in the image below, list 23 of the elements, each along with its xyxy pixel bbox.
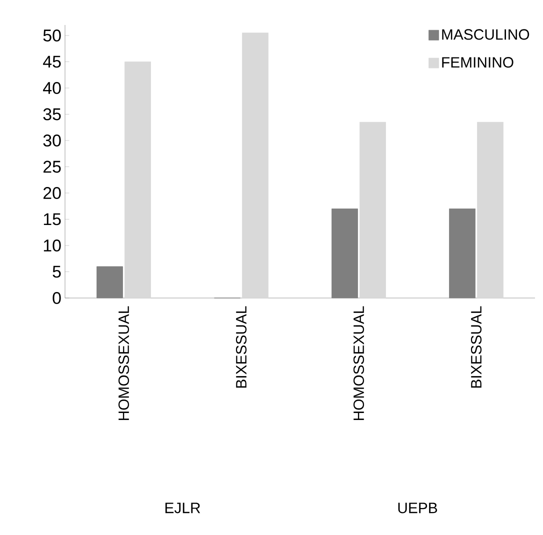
bar bbox=[477, 122, 504, 298]
y-tick-label: 25 bbox=[44, 160, 61, 173]
y-tick-label: 40 bbox=[43, 82, 61, 94]
y-tick-label: 30 bbox=[43, 134, 61, 146]
text: UEPB bbox=[398, 502, 438, 514]
y-tick-label: 35 bbox=[43, 108, 61, 120]
y-tick-label: 50 bbox=[43, 30, 61, 42]
x-tick-label: HOMOSSEXUAL bbox=[118, 306, 130, 420]
legend-label: FEMININO bbox=[442, 57, 514, 68]
bar bbox=[242, 32, 268, 298]
y-tick-label: 5 bbox=[52, 266, 61, 278]
y-tick-label: 0 bbox=[52, 292, 61, 304]
x-tick-label: BIXESSUAL bbox=[470, 306, 482, 388]
x-tick-label: HOMOSSEXUAL bbox=[353, 306, 364, 420]
bar bbox=[360, 122, 386, 298]
bar bbox=[124, 62, 151, 298]
y-tick-label: 20 bbox=[44, 187, 61, 199]
y-tick-label: 15 bbox=[44, 213, 61, 226]
y-tick-label: 45 bbox=[43, 56, 61, 68]
legend-label: MASCULINO bbox=[442, 29, 530, 40]
text: EJLR bbox=[165, 502, 200, 514]
y-tick-label: 10 bbox=[44, 240, 61, 252]
x-tick-label: BIXESSUAL bbox=[236, 306, 247, 388]
